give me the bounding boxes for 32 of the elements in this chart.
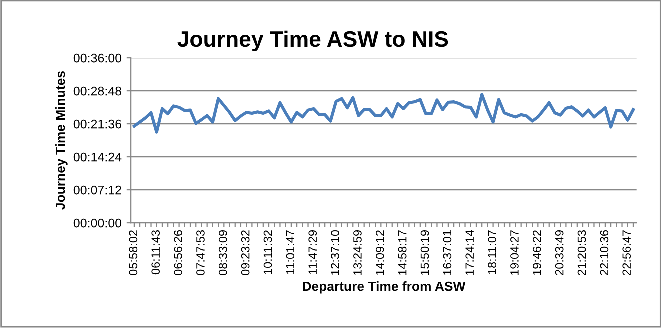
x-tick-label: 22:10:36 [600, 230, 609, 276]
y-tick-label: 00:00:00 [74, 218, 122, 228]
y-tick-label: 00:07:12 [74, 186, 122, 195]
x-tick-label: 11:47:29 [308, 230, 318, 274]
y-tick-label: 00:21:36 [74, 120, 122, 129]
y-tick-label: 00:28:48 [74, 86, 122, 96]
x-tick-label: 06:56:26 [174, 230, 182, 276]
x-tick-label: 09:23:32 [241, 230, 250, 276]
x-tick-label: 05:58:02 [129, 230, 138, 276]
x-tick-label: 13:24:59 [354, 230, 362, 276]
x-tick-label: 07:47:53 [196, 230, 205, 276]
x-tick-label: 08:33:09 [218, 230, 228, 276]
x-tick-label: 22:56:47 [622, 230, 632, 276]
x-tick-label: 20:33:49 [555, 230, 564, 276]
x-tick-label: 11:01:47 [286, 230, 295, 274]
x-tick-label: 14:09:12 [376, 230, 384, 276]
y-axis-title: Journey Time Minutes [56, 72, 68, 210]
x-tick-label: 18:11:07 [488, 230, 496, 274]
x-tick-label: 12:37:10 [331, 230, 340, 276]
x-tick-label: 19:04:27 [510, 230, 519, 276]
x-tick-label: 17:24:14 [466, 230, 474, 276]
x-tick-label: 21:20:53 [578, 230, 586, 276]
x-tick-label: 15:50:19 [420, 230, 430, 276]
x-tick-label: 16:37:01 [443, 230, 452, 276]
x-axis-title: Departure Time from ASW [303, 281, 466, 294]
x-tick-label: 19:46:22 [532, 230, 542, 276]
x-tick-label: 06:11:43 [152, 230, 160, 275]
y-tick-label: 00:14:24 [74, 152, 122, 162]
x-tick-label: 14:58:17 [398, 230, 407, 276]
chart-title: Journey Time ASW to NIS [178, 30, 448, 52]
y-tick-label: 00:36:00 [74, 54, 122, 63]
x-tick-label: 10:11:32 [264, 230, 272, 274]
